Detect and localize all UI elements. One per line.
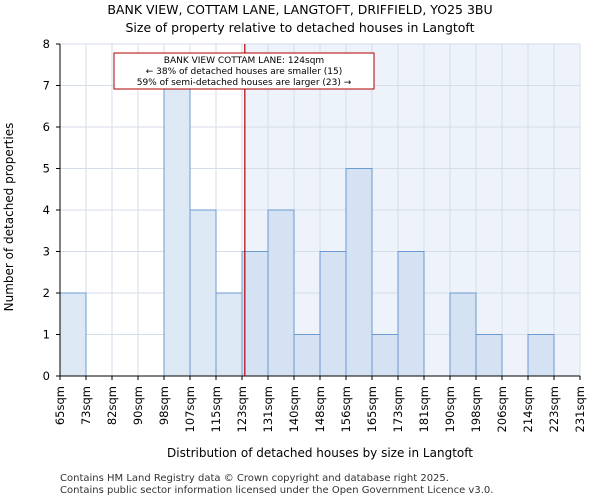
x-tick-label: 165sqm — [365, 386, 379, 432]
x-tick-label: 223sqm — [547, 386, 561, 432]
x-tick-label: 198sqm — [469, 386, 483, 432]
bar-156sqm — [345, 168, 373, 377]
chart-subtitle: Size of property relative to detached ho… — [125, 20, 474, 35]
y-tick-label: 0 — [43, 369, 50, 383]
x-tick-label: 231sqm — [573, 386, 587, 432]
bar-173sqm — [397, 251, 425, 377]
y-tick-label: 7 — [43, 79, 50, 93]
x-tick-label: 115sqm — [209, 386, 223, 432]
x-tick-label: 148sqm — [313, 386, 327, 432]
x-tick-label: 206sqm — [495, 386, 509, 432]
footer-line-2: Contains public sector information licen… — [60, 485, 494, 496]
x-tick-label: 65sqm — [53, 386, 67, 425]
y-tick-label: 8 — [43, 37, 50, 51]
y-tick-label: 2 — [43, 286, 50, 300]
y-tick-label: 4 — [43, 203, 50, 217]
bar-198sqm — [475, 334, 503, 377]
bar-140sqm — [293, 334, 321, 377]
y-tick-label: 1 — [43, 328, 50, 342]
x-tick-label: 140sqm — [287, 386, 301, 432]
x-tick-label: 90sqm — [131, 386, 145, 425]
y-tick-label: 5 — [43, 162, 50, 176]
y-tick-label: 3 — [43, 245, 50, 259]
bar-148sqm — [319, 251, 347, 377]
y-axis-label: Number of detached properties — [2, 123, 16, 312]
bar-65sqm — [59, 292, 87, 377]
y-tick-label: 6 — [43, 120, 50, 134]
bar-165sqm — [371, 334, 399, 377]
bar-123sqm — [241, 251, 269, 377]
x-tick-label: 123sqm — [235, 386, 249, 432]
bar-107sqm — [189, 209, 217, 377]
annotation-smaller: ← 38% of detached houses are smaller (15… — [146, 67, 343, 77]
x-tick-label: 107sqm — [183, 386, 197, 432]
x-tick-label: 73sqm — [79, 386, 93, 425]
annotation-title: BANK VIEW COTTAM LANE: 124sqm — [164, 56, 324, 66]
bar-131sqm — [267, 209, 295, 377]
x-tick-label: 214sqm — [521, 386, 535, 432]
bar-98sqm — [163, 85, 191, 377]
x-tick-label: 156sqm — [339, 386, 353, 432]
x-tick-label: 131sqm — [261, 386, 275, 432]
annotation-larger: 59% of semi-detached houses are larger (… — [137, 78, 352, 88]
footer-line-1: Contains HM Land Registry data © Crown c… — [60, 473, 449, 484]
annotation-box — [113, 52, 375, 90]
bar-115sqm — [215, 292, 243, 377]
x-tick-label: 181sqm — [417, 386, 431, 432]
x-tick-label: 190sqm — [443, 386, 457, 432]
bar-190sqm — [449, 292, 477, 377]
chart-title: BANK VIEW, COTTAM LANE, LANGTOFT, DRIFFI… — [107, 2, 492, 17]
bar-214sqm — [527, 334, 555, 377]
x-tick-label: 98sqm — [157, 386, 171, 425]
x-tick-label: 82sqm — [105, 386, 119, 425]
x-tick-label: 173sqm — [391, 386, 405, 432]
x-axis-label: Distribution of detached houses by size … — [167, 446, 473, 460]
histogram-chart: BANK VIEW, COTTAM LANE, LANGTOFT, DRIFFI… — [2, 2, 587, 460]
